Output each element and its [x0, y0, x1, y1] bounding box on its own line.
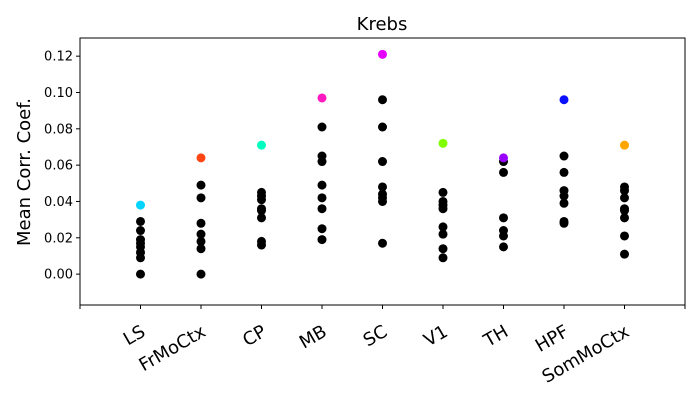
data-point: [620, 213, 629, 223]
data-point: [438, 222, 448, 232]
highlight-point: [438, 138, 448, 148]
y-tick-label: 0.10: [44, 86, 73, 101]
y-tick-label: 0.08: [44, 122, 73, 137]
data-point: [559, 198, 569, 208]
data-point: [136, 226, 145, 236]
highlight-point: [196, 153, 206, 163]
data-point: [438, 253, 448, 263]
data-point: [257, 195, 266, 205]
highlight-point: [257, 140, 266, 150]
data-point: [196, 244, 206, 254]
data-point: [499, 231, 508, 241]
x-tick-label: SC: [360, 321, 391, 351]
data-point: [438, 229, 448, 239]
data-point: [196, 269, 206, 279]
chart-title: Krebs: [357, 14, 408, 35]
data-point: [620, 249, 629, 259]
data-point: [620, 231, 629, 241]
data-point: [499, 242, 508, 252]
x-tick-label: FrMoCtx: [136, 321, 210, 376]
data-point: [317, 204, 327, 214]
data-point: [317, 180, 327, 190]
data-points: [136, 49, 629, 279]
x-tick-label: MB: [296, 321, 331, 353]
data-point: [378, 238, 387, 248]
data-point: [257, 213, 266, 223]
y-axis-ticks: 0.00 0.02 0.04 0.06 0.08 0.10 0.12: [44, 50, 80, 283]
highlight-point: [559, 95, 569, 105]
y-tick-label: 0.00: [44, 268, 73, 283]
highlight-point: [499, 153, 508, 163]
x-tick-label: HPF: [532, 321, 573, 357]
data-point: [620, 206, 629, 216]
data-point: [499, 167, 508, 177]
x-tick-label: V1: [420, 321, 451, 351]
y-tick-label: 0.12: [44, 50, 73, 65]
highlight-point: [620, 140, 629, 150]
data-point: [559, 218, 569, 228]
data-point: [559, 151, 569, 161]
data-point: [620, 193, 629, 203]
data-point: [499, 213, 508, 223]
data-point: [196, 218, 206, 228]
data-point: [196, 236, 206, 246]
data-point: [196, 193, 206, 203]
data-point: [378, 122, 387, 132]
data-point: [559, 191, 569, 201]
data-point: [317, 122, 327, 132]
data-point: [317, 235, 327, 245]
data-point: [438, 204, 448, 214]
data-point: [438, 187, 448, 197]
data-point: [620, 186, 629, 196]
data-point: [136, 216, 145, 226]
highlight-point: [136, 200, 145, 210]
y-tick-label: 0.04: [44, 195, 73, 210]
data-point: [196, 180, 206, 190]
data-point: [257, 206, 266, 216]
data-point: [136, 269, 145, 279]
data-point: [378, 196, 387, 206]
data-point: [378, 157, 387, 167]
data-point: [378, 182, 387, 192]
x-tick-label: TH: [479, 321, 512, 352]
y-axis-label: Mean Corr. Coef.: [14, 98, 35, 246]
data-point: [257, 240, 266, 250]
data-point: [136, 253, 145, 263]
data-point: [317, 224, 327, 234]
x-tick-label: LS: [120, 321, 149, 350]
data-point: [196, 229, 206, 239]
data-point: [438, 244, 448, 254]
highlight-point: [317, 93, 327, 103]
data-point: [317, 193, 327, 203]
y-tick-label: 0.02: [44, 231, 73, 246]
highlight-point: [378, 49, 387, 59]
x-tick-label: CP: [239, 321, 270, 351]
plot-area: [79, 37, 686, 306]
data-point: [317, 157, 327, 167]
y-tick-label: 0.06: [44, 159, 73, 174]
data-point: [559, 167, 569, 177]
data-point: [378, 95, 387, 105]
